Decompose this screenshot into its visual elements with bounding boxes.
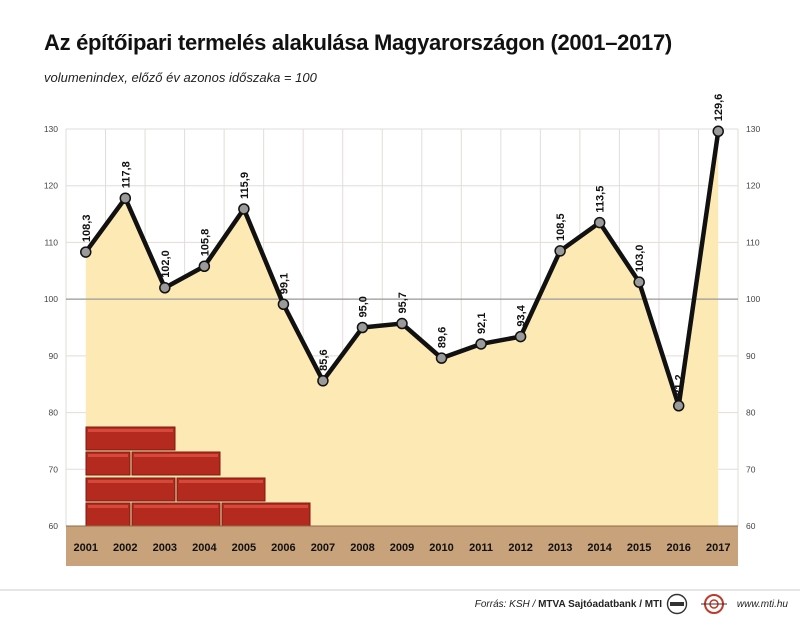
data-label: 103,0 bbox=[634, 245, 646, 273]
brick-highlight bbox=[88, 480, 173, 483]
mti-logo-icon bbox=[666, 593, 688, 615]
data-point bbox=[435, 352, 448, 364]
y-tick-label-left: 60 bbox=[49, 521, 59, 531]
x-tick-label: 2011 bbox=[469, 542, 493, 554]
x-tick-label: 2009 bbox=[390, 542, 414, 554]
x-tick-label: 2010 bbox=[429, 542, 453, 554]
data-point bbox=[593, 216, 606, 229]
x-axis-band bbox=[66, 526, 738, 566]
data-label: 95,0 bbox=[357, 296, 369, 317]
y-tick-label-right: 70 bbox=[746, 464, 756, 474]
data-label: 81,2 bbox=[674, 374, 686, 395]
data-label: 117,8 bbox=[120, 161, 132, 188]
data-label: 102,0 bbox=[160, 250, 172, 278]
brick-highlight bbox=[179, 480, 263, 483]
x-tick-label: 2006 bbox=[271, 542, 295, 554]
x-tick-label: 2005 bbox=[232, 542, 256, 554]
x-tick-label: 2004 bbox=[192, 542, 217, 554]
brick bbox=[85, 426, 176, 451]
brick bbox=[85, 477, 176, 502]
source-credit: Forrás: KSH / MTVA Sajtóadatbank / MTI bbox=[475, 599, 662, 610]
brick bbox=[131, 451, 221, 476]
data-label: 113,5 bbox=[595, 186, 607, 213]
brick-highlight bbox=[134, 454, 218, 457]
y-tick-label-right: 60 bbox=[746, 521, 756, 531]
brick-highlight bbox=[88, 454, 128, 457]
data-label: 95,7 bbox=[397, 292, 409, 313]
data-point bbox=[554, 245, 566, 257]
y-tick-label-left: 90 bbox=[49, 351, 59, 361]
y-tick-label-left: 120 bbox=[44, 181, 58, 191]
data-label: 129,6 bbox=[713, 94, 725, 122]
data-point bbox=[396, 317, 408, 330]
y-tick-label-right: 100 bbox=[746, 294, 760, 304]
data-point bbox=[514, 330, 527, 343]
data-label: 108,5 bbox=[555, 213, 567, 241]
x-tick-label: 2016 bbox=[666, 542, 690, 554]
x-tick-label: 2008 bbox=[350, 542, 374, 554]
x-tick-label: 2007 bbox=[311, 542, 335, 554]
data-label: 99,1 bbox=[278, 273, 290, 294]
data-label: 108,3 bbox=[81, 215, 93, 243]
brick-highlight bbox=[224, 505, 308, 508]
x-tick-label: 2017 bbox=[706, 542, 730, 554]
data-point bbox=[198, 260, 211, 272]
data-point bbox=[356, 321, 369, 334]
mtva-logo-icon bbox=[701, 594, 727, 614]
data-point bbox=[317, 375, 329, 387]
chart-subtitle: volumenindex, előző év azonos időszaka =… bbox=[44, 70, 317, 85]
x-tick-label: 2015 bbox=[627, 542, 651, 554]
data-point bbox=[119, 192, 132, 204]
brick-highlight bbox=[88, 505, 128, 508]
y-tick-label-right: 130 bbox=[746, 124, 760, 134]
data-point bbox=[238, 203, 250, 215]
data-label: 115,9 bbox=[239, 172, 251, 199]
y-tick-label-right: 110 bbox=[746, 237, 760, 247]
data-point bbox=[633, 276, 645, 288]
data-point bbox=[159, 282, 171, 294]
brick-highlight bbox=[88, 429, 173, 432]
data-point bbox=[80, 246, 92, 258]
x-tick-label: 2014 bbox=[587, 542, 612, 554]
footer-url: www.mti.hu bbox=[736, 599, 788, 610]
chart-title: Az építőipari termelés alakulása Magyaro… bbox=[44, 30, 672, 55]
source-prefix: Forrás: KSH / bbox=[474, 599, 536, 610]
y-tick-label-left: 110 bbox=[44, 237, 58, 247]
data-label: 105,8 bbox=[199, 229, 211, 257]
brick bbox=[85, 451, 131, 476]
data-point bbox=[277, 298, 290, 310]
y-tick-label-right: 120 bbox=[746, 181, 760, 191]
y-tick-label-left: 70 bbox=[49, 464, 59, 474]
data-label: 93,4 bbox=[516, 304, 528, 326]
data-label: 92,1 bbox=[476, 313, 488, 334]
y-tick-label-left: 80 bbox=[49, 408, 59, 418]
data-point bbox=[672, 400, 685, 412]
y-tick-label-right: 90 bbox=[746, 351, 756, 361]
x-tick-label: 2013 bbox=[548, 542, 572, 554]
brick-highlight bbox=[134, 505, 218, 508]
data-point bbox=[712, 125, 724, 138]
x-tick-label: 2001 bbox=[74, 542, 98, 554]
y-tick-label-left: 100 bbox=[44, 294, 58, 304]
data-label: 85,6 bbox=[318, 349, 330, 370]
y-tick-label-right: 80 bbox=[746, 408, 756, 418]
x-tick-label: 2012 bbox=[508, 542, 532, 554]
y-tick-label-left: 130 bbox=[44, 124, 58, 134]
x-tick-label: 2003 bbox=[153, 542, 177, 554]
data-label: 89,6 bbox=[437, 327, 449, 348]
x-tick-label: 2002 bbox=[113, 542, 137, 554]
data-point bbox=[475, 338, 487, 350]
brick bbox=[176, 477, 266, 502]
source-bold: MTVA Sajtóadatbank / MTI bbox=[538, 599, 662, 610]
